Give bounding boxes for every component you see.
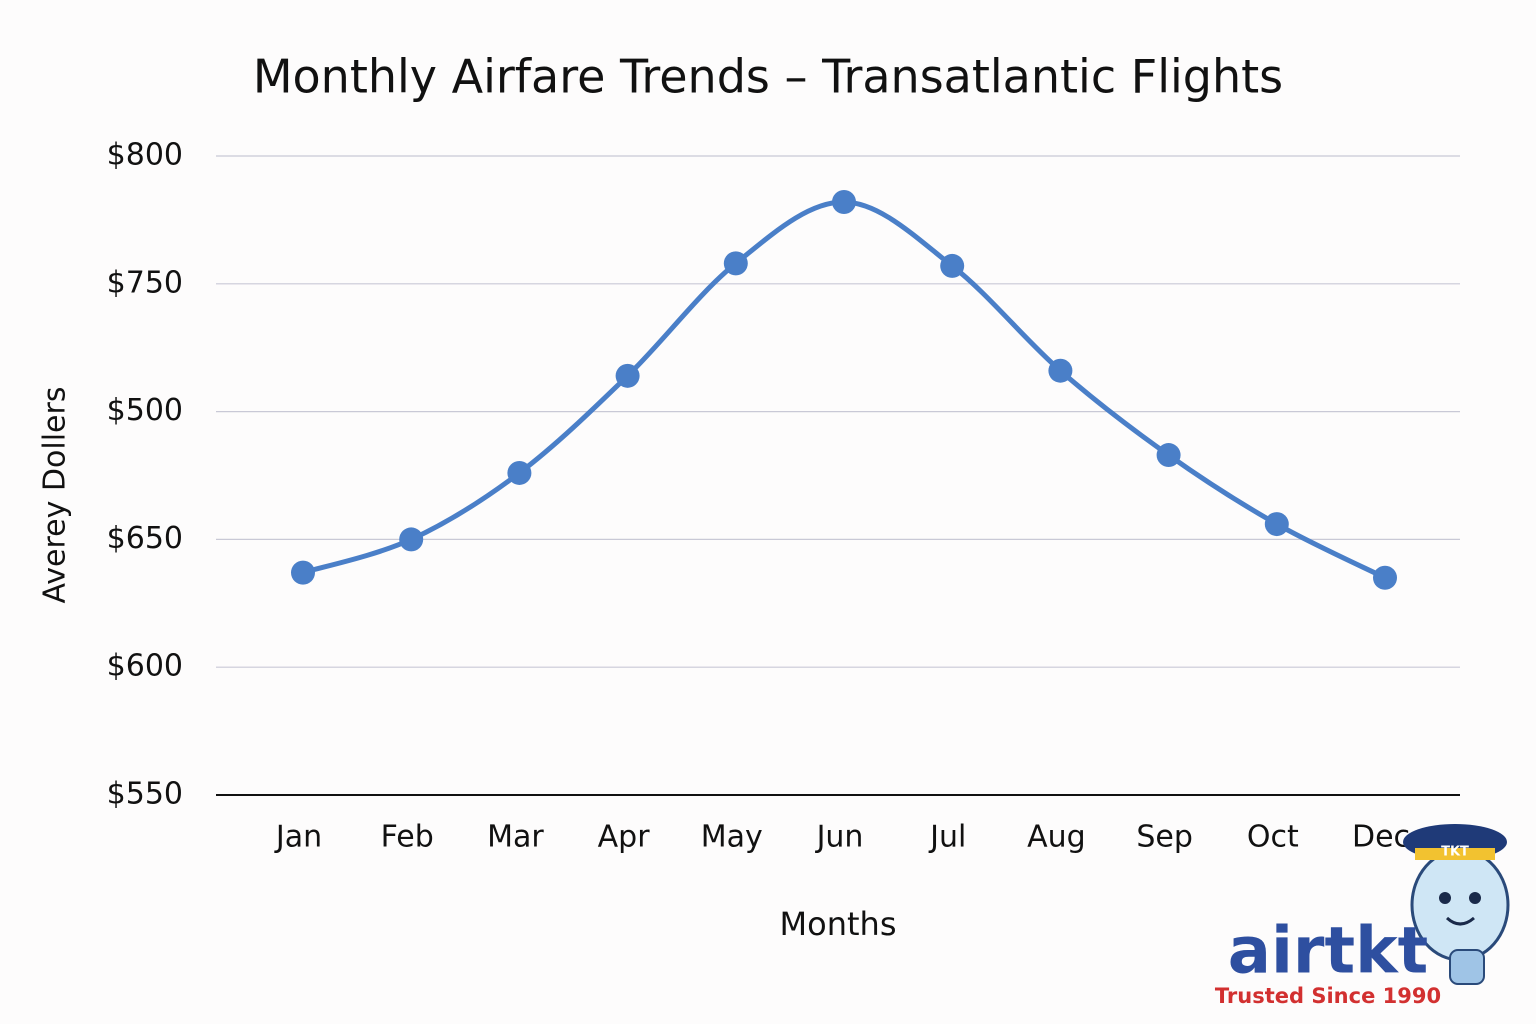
y-axis-label: Averey Dollers (38, 387, 73, 604)
y-tick-label: $800 (107, 138, 183, 173)
data-point (291, 560, 315, 585)
mascot-badge: TKT (1441, 845, 1469, 860)
series-line (302, 199, 1387, 580)
data-point (507, 460, 532, 485)
data-point (1264, 512, 1289, 537)
x-tick-label: Aug (1027, 820, 1086, 855)
x-axis-label: Months (780, 905, 897, 943)
data-point (399, 527, 424, 552)
y-tick-label: $750 (107, 265, 183, 300)
data-point (832, 190, 856, 215)
x-tick-label: Dec (1352, 820, 1410, 855)
data-point (723, 251, 748, 276)
y-tick-label: $550 (107, 777, 183, 812)
x-tick-label: Jan (274, 820, 322, 855)
y-tick-label: $650 (107, 521, 183, 556)
y-tick-label: $600 (107, 649, 183, 684)
x-tick-label: Sep (1136, 820, 1193, 855)
data-point (1373, 565, 1397, 590)
x-tick-label: Apr (598, 820, 651, 855)
x-tick-label: Mar (487, 820, 544, 855)
data-point (1156, 443, 1181, 468)
x-tick-label: Oct (1247, 820, 1299, 855)
chart-title: Monthly Airfare Trends – Transatlantic F… (253, 50, 1283, 104)
data-point (1048, 358, 1073, 383)
logo-brand: airtkt (1228, 915, 1428, 989)
x-tick-label: Jul (928, 820, 966, 855)
logo-tagline: Trusted Since 1990 (1215, 984, 1441, 1008)
data-point (615, 363, 640, 388)
x-tick-label: Jun (815, 820, 864, 855)
x-tick-label: May (701, 820, 763, 855)
mascot (1403, 824, 1510, 985)
x-tick-label: Feb (381, 820, 434, 855)
y-tick-label: $500 (107, 393, 183, 428)
data-point (940, 253, 965, 278)
